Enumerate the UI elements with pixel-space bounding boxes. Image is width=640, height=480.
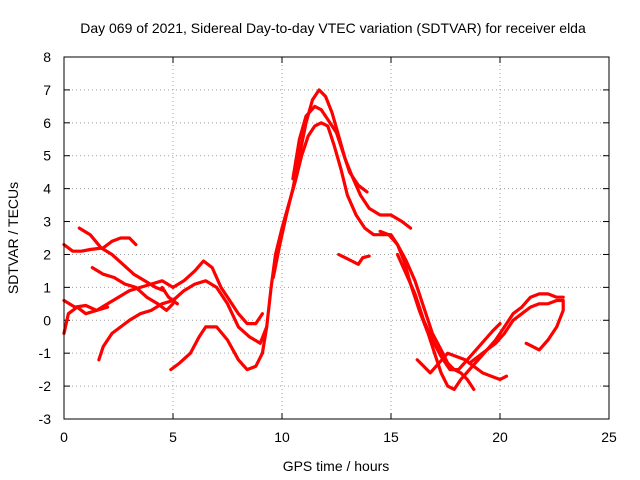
data-series-track-10 xyxy=(291,104,369,194)
series-layer xyxy=(62,88,565,391)
y-tick-label: 1 xyxy=(43,279,51,295)
y-tick-label: -3 xyxy=(39,411,52,427)
y-tick-label: 3 xyxy=(43,214,51,230)
y-axis-label: SDTVAR / TECUs xyxy=(5,182,21,294)
y-tick-label: 8 xyxy=(43,49,51,65)
y-tick-label: 6 xyxy=(43,115,51,131)
x-tick-label: 25 xyxy=(601,429,617,445)
tick-layer: 0 5 10 15 20 25 -3 -2 -1 0 1 2 3 4 5 6 7 8 xyxy=(39,49,617,445)
data-series-track-13 xyxy=(395,252,502,372)
y-tick-label: -1 xyxy=(39,345,52,361)
data-series-track-11 xyxy=(337,252,371,266)
data-series-track-7 xyxy=(160,285,179,306)
y-tick-label: 4 xyxy=(43,181,51,197)
y-tick-label: 0 xyxy=(43,312,51,328)
x-tick-label: 5 xyxy=(169,429,177,445)
data-series-track-12 xyxy=(378,229,476,391)
y-tick-label: 2 xyxy=(43,246,51,262)
x-tick-label: 0 xyxy=(60,429,68,445)
data-series-track-5 xyxy=(62,305,110,335)
x-tick-label: 20 xyxy=(492,429,508,445)
data-series-track-6 xyxy=(97,279,269,362)
y-tick-label: -2 xyxy=(39,378,52,394)
y-tick-label: 7 xyxy=(43,82,51,98)
data-series-track-15 xyxy=(467,298,565,365)
x-tick-label: 10 xyxy=(274,429,290,445)
x-tick-label: 15 xyxy=(383,429,399,445)
grid-layer xyxy=(64,57,609,419)
data-series-track-9 xyxy=(271,88,413,280)
x-axis-label: GPS time / hours xyxy=(283,458,390,474)
plot-frame xyxy=(63,56,610,420)
data-series-track-14 xyxy=(415,351,509,382)
y-tick-label: 5 xyxy=(43,148,51,164)
chart-title: Day 069 of 2021, Sidereal Day-to-day VTE… xyxy=(80,20,586,36)
